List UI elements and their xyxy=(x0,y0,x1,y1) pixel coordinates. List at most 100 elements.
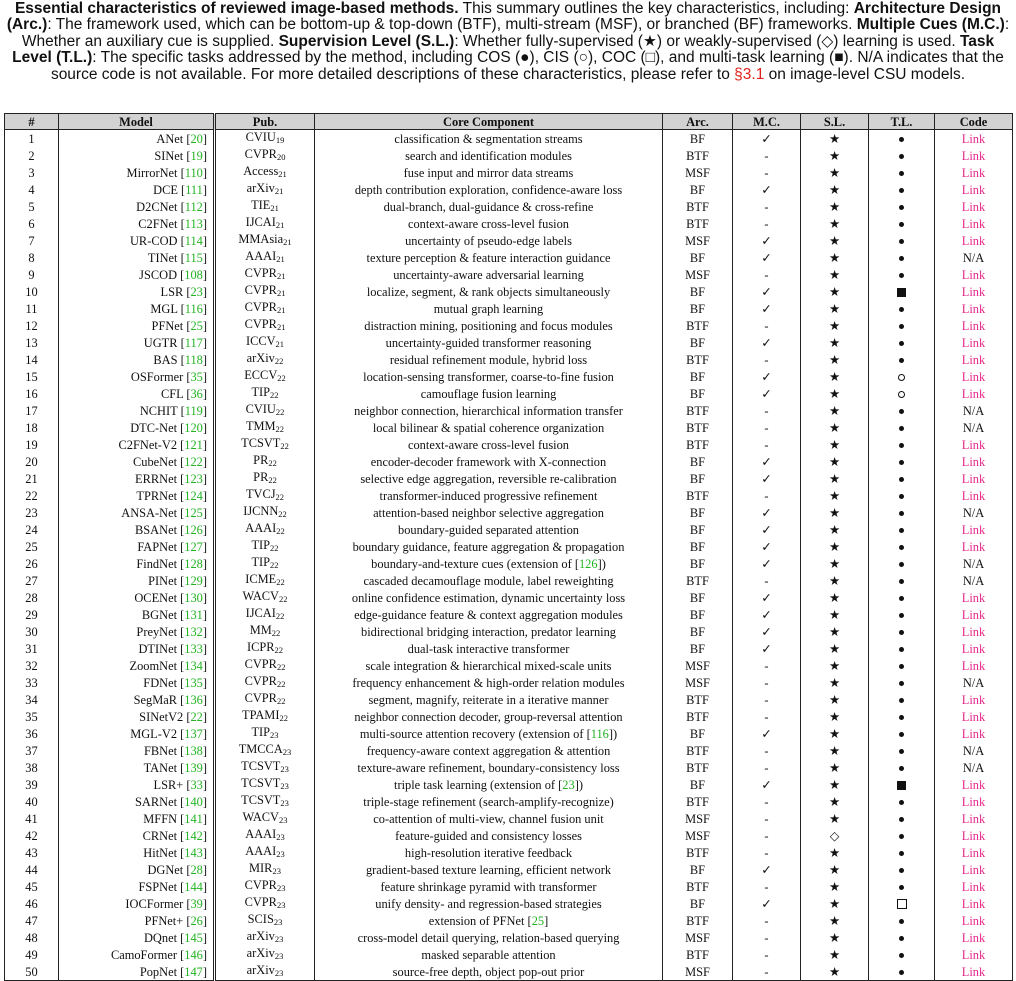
citation-link[interactable]: 115 xyxy=(184,250,203,265)
citation-link[interactable]: 114 xyxy=(184,233,203,248)
code-link[interactable]: Link xyxy=(961,845,986,860)
citation-link[interactable]: 23 xyxy=(190,284,203,299)
citation-link[interactable]: 22 xyxy=(190,709,203,724)
code-link[interactable]: Link xyxy=(961,148,986,163)
citation-link[interactable]: 137 xyxy=(184,726,203,741)
code-link[interactable]: Link xyxy=(961,386,986,401)
code-link[interactable]: Link xyxy=(961,352,986,367)
code-link[interactable]: Link xyxy=(961,335,986,350)
code-link[interactable]: Link xyxy=(961,828,986,843)
citation-link[interactable]: 126 xyxy=(184,522,203,537)
code-link[interactable]: Link xyxy=(961,726,986,741)
citation-link[interactable]: 19 xyxy=(190,148,203,163)
code-link[interactable]: Link xyxy=(961,641,986,656)
code-link[interactable]: Link xyxy=(961,811,986,826)
citation-link[interactable]: 20 xyxy=(190,131,203,146)
section-reference-link[interactable]: §3.1 xyxy=(734,65,765,83)
citation-link[interactable]: 122 xyxy=(184,454,203,469)
citation-link[interactable]: 121 xyxy=(184,437,203,452)
mc-cell: - xyxy=(732,742,801,759)
code-link[interactable]: Link xyxy=(961,607,986,622)
citation-link[interactable]: 116 xyxy=(184,301,203,316)
code-link[interactable]: Link xyxy=(961,862,986,877)
citation-link[interactable]: 124 xyxy=(184,488,203,503)
citation-link[interactable]: 110 xyxy=(184,165,203,180)
code-link[interactable]: Link xyxy=(961,930,986,945)
tl-cell xyxy=(868,895,935,912)
citation-link[interactable]: 118 xyxy=(184,352,203,367)
citation-link[interactable]: 146 xyxy=(184,947,203,962)
citation-link[interactable]: 112 xyxy=(184,199,203,214)
code-link[interactable]: Link xyxy=(961,896,986,911)
citation-link[interactable]: 130 xyxy=(184,590,203,605)
code-link[interactable]: Link xyxy=(961,539,986,554)
tl-cell xyxy=(868,453,935,470)
code-link[interactable]: Link xyxy=(961,794,986,809)
code-link[interactable]: Link xyxy=(961,165,986,180)
code-link[interactable]: Link xyxy=(961,777,986,792)
model-cell: FAPNet [127] xyxy=(58,538,215,555)
code-link[interactable]: Link xyxy=(961,658,986,673)
citation-link[interactable]: 131 xyxy=(184,607,203,622)
code-link[interactable]: Link xyxy=(961,471,986,486)
citation-link[interactable]: 128 xyxy=(184,556,203,571)
citation-link[interactable]: 147 xyxy=(184,964,203,979)
citation-link[interactable]: 123 xyxy=(184,471,203,486)
citation-link[interactable]: 36 xyxy=(190,386,203,401)
citation-link[interactable]: 33 xyxy=(190,777,203,792)
citation-link[interactable]: 133 xyxy=(184,641,203,656)
citation-link[interactable]: 135 xyxy=(184,675,203,690)
code-link[interactable]: Link xyxy=(961,488,986,503)
code-link[interactable]: Link xyxy=(961,233,986,248)
citation-link[interactable]: 138 xyxy=(184,743,203,758)
citation-link[interactable]: 145 xyxy=(184,930,203,945)
arc-cell: BF xyxy=(662,385,733,402)
code-link[interactable]: Link xyxy=(961,964,986,979)
code-link[interactable]: Link xyxy=(961,369,986,384)
citation-link[interactable]: 119 xyxy=(184,403,203,418)
citation-link[interactable]: 140 xyxy=(184,794,203,809)
code-link[interactable]: Link xyxy=(961,301,986,316)
citation-link[interactable]: 28 xyxy=(190,862,203,877)
citation-link[interactable]: 127 xyxy=(184,539,203,554)
code-link[interactable]: Link xyxy=(961,590,986,605)
code-link[interactable]: Link xyxy=(961,131,986,146)
citation-link[interactable]: 129 xyxy=(184,573,203,588)
citation-link[interactable]: 108 xyxy=(184,267,203,282)
citation-link[interactable]: 142 xyxy=(184,828,203,843)
code-link[interactable]: Link xyxy=(961,437,986,452)
code-link[interactable]: Link xyxy=(961,267,986,282)
citation-link[interactable]: 113 xyxy=(184,216,203,231)
code-link[interactable]: Link xyxy=(961,692,986,707)
citation-link[interactable]: 111 xyxy=(185,182,203,197)
code-link[interactable]: Link xyxy=(961,709,986,724)
citation-link[interactable]: 141 xyxy=(184,811,203,826)
dash-icon: - xyxy=(764,947,769,962)
citation-link[interactable]: 125 xyxy=(184,505,203,520)
citation-link[interactable]: 144 xyxy=(184,879,203,894)
citation-link[interactable]: 139 xyxy=(184,760,203,775)
citation-link[interactable]: 39 xyxy=(190,896,203,911)
star-icon: ★ xyxy=(828,318,841,333)
code-link[interactable]: Link xyxy=(961,879,986,894)
citation-link[interactable]: 116 xyxy=(590,726,609,741)
citation-link[interactable]: 132 xyxy=(184,624,203,639)
citation-link[interactable]: 25 xyxy=(190,318,203,333)
code-link[interactable]: Link xyxy=(961,624,986,639)
code-link[interactable]: Link xyxy=(961,947,986,962)
code-link[interactable]: Link xyxy=(961,216,986,231)
citation-link[interactable]: 120 xyxy=(184,420,203,435)
citation-link[interactable]: 35 xyxy=(190,369,203,384)
citation-link[interactable]: 23 xyxy=(562,777,575,792)
citation-link[interactable]: 126 xyxy=(578,556,598,571)
code-link[interactable]: Link xyxy=(961,454,986,469)
code-link[interactable]: Link xyxy=(961,522,986,537)
code-link[interactable]: Link xyxy=(961,199,986,214)
code-link[interactable]: Link xyxy=(961,182,986,197)
citation-link[interactable]: 136 xyxy=(184,692,203,707)
citation-link[interactable]: 117 xyxy=(184,335,203,350)
code-link[interactable]: Link xyxy=(961,284,986,299)
code-link[interactable]: Link xyxy=(961,318,986,333)
citation-link[interactable]: 143 xyxy=(184,845,203,860)
citation-link[interactable]: 134 xyxy=(184,658,203,673)
